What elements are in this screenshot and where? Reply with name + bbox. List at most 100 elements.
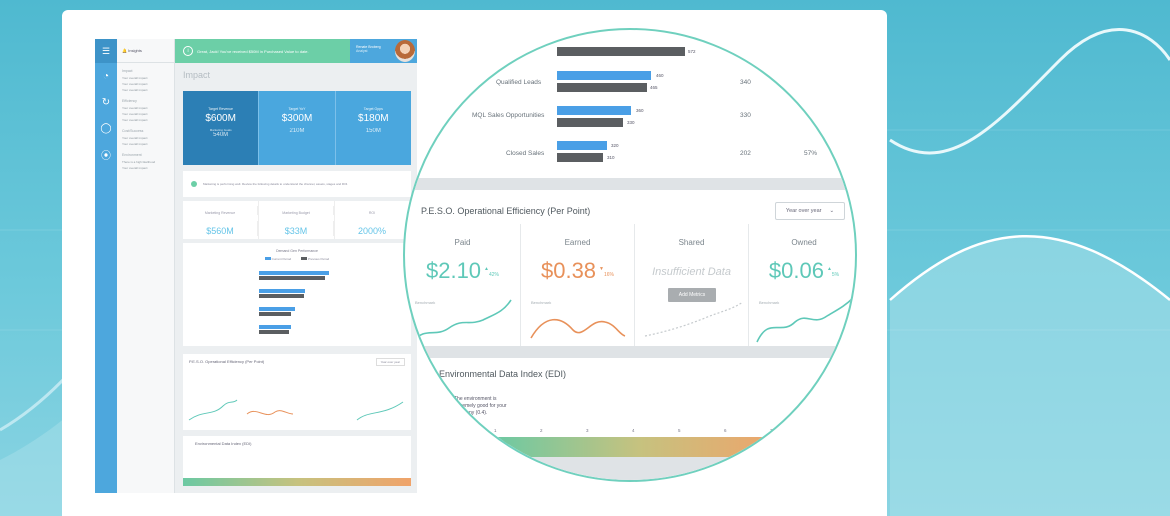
section-divider bbox=[405, 346, 855, 358]
peso-card-paid[interactable]: Paid $2.10 ▲42% Benchmark bbox=[405, 224, 521, 346]
edi-gradient-bar bbox=[494, 437, 784, 457]
avatar[interactable] bbox=[395, 40, 415, 62]
metric-value: 2000% bbox=[335, 221, 410, 236]
sidebar-item[interactable]: Your overall impact bbox=[122, 106, 148, 110]
sidebar-item[interactable]: Your overall impact bbox=[122, 76, 148, 80]
chevron-down-icon: ⌄ bbox=[829, 208, 835, 214]
funnel-bar-previous bbox=[557, 47, 685, 56]
kpi-sub-value: 540M bbox=[213, 132, 229, 138]
kpi-strip: Target Revenue $600M Marketing Goals 540M T… bbox=[183, 91, 411, 165]
funnel-legend: Current Period Previous Period bbox=[183, 257, 411, 261]
peso-period-select[interactable]: Year over year ⌄ bbox=[775, 202, 845, 220]
screenshot-card: ☰ ◔ ↻ ◯ ⦿ 🔔 Insights Impact Your overall … bbox=[62, 10, 887, 516]
metric-card: ROI 2000% bbox=[335, 201, 411, 239]
peso-title: P.E.S.O. Operational Efficiency (Per Poi… bbox=[421, 206, 591, 216]
funnel-bar-label: 320 bbox=[611, 143, 619, 148]
edi-tick-label: 5 bbox=[678, 428, 681, 433]
peso-card-label: Owned bbox=[791, 238, 817, 247]
funnel-bar-current bbox=[557, 71, 651, 80]
edi-tick-label: 4 bbox=[632, 428, 635, 433]
funnel-bar-current bbox=[557, 141, 607, 150]
icon-rail: ☰ ◔ ↻ ◯ ⦿ bbox=[95, 39, 117, 493]
magnified-content: 572 Qualified Leads 460 465 340 MQL Sale… bbox=[405, 30, 855, 480]
banner: i Great, Jack! You've received $50M in Pu… bbox=[175, 39, 350, 63]
peso-select-small[interactable]: Year over year bbox=[375, 358, 405, 366]
user-name: Renate Broberg bbox=[356, 45, 381, 49]
sidebar-section-title: Efficiency bbox=[122, 99, 137, 103]
peso-card-value: $0.38 bbox=[540, 258, 597, 283]
status-dot-icon bbox=[191, 181, 197, 187]
menu-icon[interactable]: ☰ bbox=[95, 39, 117, 63]
sidebar-item[interactable]: Your overall impact bbox=[122, 112, 148, 116]
edi-tick-label: 3 bbox=[586, 428, 589, 433]
funnel-bar-label: 572 bbox=[688, 49, 696, 54]
magnifier-lens: 572 Qualified Leads 460 465 340 MQL Sale… bbox=[403, 28, 857, 482]
arrow-up-icon: ▲ bbox=[484, 266, 489, 272]
funnel-panel: Demand Gen Performance Current Period Pr… bbox=[183, 243, 411, 346]
compass-icon[interactable]: ⦿ bbox=[101, 150, 111, 162]
peso-card-owned[interactable]: Owned $0.06 ▲5% Benchmark bbox=[749, 224, 855, 346]
sidebar-item[interactable]: Your overall impact bbox=[122, 142, 148, 146]
edi-indicator-icon bbox=[440, 392, 448, 400]
peso-card-delta: 5% bbox=[831, 272, 840, 278]
sidebar-item[interactable]: There is a high likelihood bbox=[122, 160, 156, 164]
funnel-bar-previous bbox=[557, 83, 647, 92]
owned-sparkline bbox=[756, 297, 854, 343]
sidebar-item[interactable]: Your overall impact bbox=[122, 88, 148, 92]
peso-card-insufficient: Insufficient Data bbox=[652, 266, 731, 278]
sidebar-item[interactable]: Your overall impact bbox=[122, 82, 148, 86]
kpi-label: Target Revenue bbox=[208, 107, 234, 111]
metrics-row: Marketing Revenue $560M Marketing Budget $… bbox=[183, 201, 411, 239]
kpi-card[interactable]: Target YoY $300M 210M bbox=[258, 91, 335, 165]
edi-description: The environment is extremely good for yo… bbox=[454, 396, 507, 416]
edi-tick-label: 2 bbox=[540, 428, 543, 433]
sidebar-item[interactable]: Your overall impact bbox=[122, 118, 148, 122]
donut-icon[interactable]: ◯ bbox=[100, 122, 112, 134]
refresh-icon[interactable]: ↻ bbox=[101, 96, 111, 108]
kpi-sub-label: Marketing Goals bbox=[209, 128, 232, 132]
kpi-card[interactable]: Target Revenue $600M Marketing Goals 540M bbox=[183, 91, 259, 165]
edi-gradient-bar-small bbox=[183, 478, 411, 486]
bell-icon[interactable]: 🔔 bbox=[122, 48, 127, 53]
peso-card-benchmark: Benchmark bbox=[531, 300, 552, 305]
earned-sparkline bbox=[530, 318, 626, 339]
funnel-bar-label: 360 bbox=[636, 108, 644, 113]
dashboard-preview: ☰ ◔ ↻ ◯ ⦿ 🔔 Insights Impact Your overall … bbox=[95, 39, 417, 493]
banner-text: Great, Jack! You've received $50M in Pur… bbox=[197, 48, 309, 54]
peso-card-earned[interactable]: Earned $0.38 ▼16% Benchmark bbox=[521, 224, 635, 346]
funnel-row-label: MQL Sales Opportunities bbox=[472, 112, 545, 119]
sidebar-item[interactable]: Your overall impact bbox=[122, 136, 148, 140]
info-icon: i bbox=[183, 46, 193, 56]
funnel-bar-previous bbox=[557, 153, 603, 162]
metric-value: $560M bbox=[183, 221, 258, 236]
kpi-label: Target Opps bbox=[363, 107, 383, 111]
shared-sparkline bbox=[644, 301, 744, 337]
peso-card-label: Shared bbox=[678, 238, 705, 247]
peso-title-small: P.E.S.O. Operational Efficiency (Per Poi… bbox=[189, 359, 265, 364]
funnel-bar-current bbox=[557, 106, 631, 115]
metric-card: Marketing Revenue $560M bbox=[183, 201, 259, 239]
peso-card-value-wrap: $0.06 ▲5% bbox=[749, 258, 855, 284]
funnel-rate: 57% bbox=[804, 150, 818, 157]
edi-title-small: Environmental Data Index (EDI) bbox=[195, 441, 252, 446]
user-box[interactable]: Renate Broberg Analyst bbox=[350, 39, 417, 63]
peso-card-value: $2.10 bbox=[425, 258, 482, 283]
sidebar-item[interactable]: Your overall impact bbox=[122, 166, 148, 170]
peso-card-shared[interactable]: Shared Insufficient Data Add Metrics bbox=[635, 224, 749, 346]
funnel-conversion: 330 bbox=[740, 112, 751, 119]
funnel-conversion: 202 bbox=[740, 150, 751, 157]
edi-title: Environmental Data Index (EDI) bbox=[439, 369, 567, 379]
peso-period-value: Year over year bbox=[785, 208, 822, 214]
sidebar-section-title: Cost/Success bbox=[122, 129, 144, 133]
kpi-card[interactable]: Target Opps $180M 150M bbox=[334, 91, 411, 165]
sidebar-header: 🔔 Insights bbox=[117, 39, 174, 63]
pie-chart-icon[interactable]: ◔ bbox=[102, 70, 110, 82]
peso-mini-sparklines bbox=[188, 399, 404, 421]
add-metrics-button[interactable]: Add Metrics bbox=[668, 288, 716, 302]
kpi-value: $600M bbox=[205, 113, 236, 124]
edi-tick-label: 7 bbox=[770, 428, 773, 433]
page-title: Impact bbox=[183, 70, 211, 80]
sidebar-section-title: Impact bbox=[122, 69, 133, 73]
peso-card-value-wrap: $2.10 ▲42% bbox=[405, 258, 520, 284]
peso-card-benchmark: Benchmark bbox=[759, 300, 780, 305]
